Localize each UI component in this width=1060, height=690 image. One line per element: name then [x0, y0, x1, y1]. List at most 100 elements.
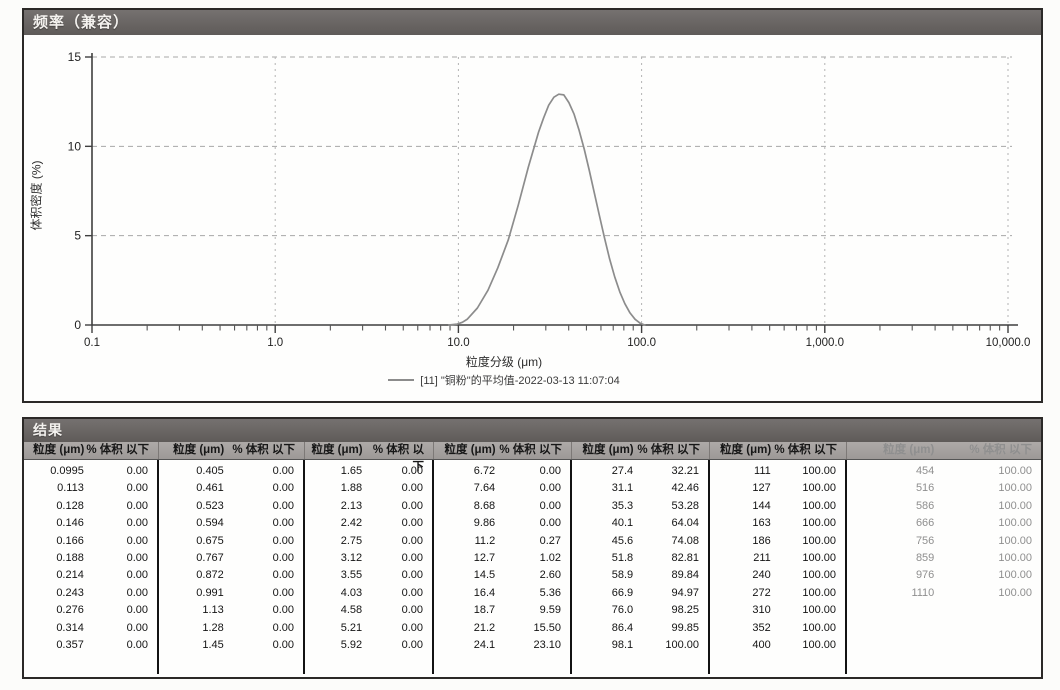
table-row: 66.9 94.97: [572, 585, 708, 602]
size-cell: 1.65: [340, 465, 363, 477]
pct-cell: 0.00: [401, 482, 423, 495]
table-column-group: 0.0995 0.00 0.113 0.00 0.128 0.00 0.146 0.00 0.1…: [24, 460, 159, 674]
size-cell: 0.276: [56, 604, 84, 617]
table-column-group: 0.405 0.00 0.461 0.00 0.523 0.00 0.594 0.00 0.67…: [159, 460, 305, 674]
pct-cell: 100.00: [802, 639, 836, 652]
size-cell: 76.0: [611, 604, 634, 617]
table-row: 3.12 0.00: [305, 550, 432, 567]
column-header-size: 粒度 (μm): [883, 444, 935, 456]
size-cell: 51.8: [611, 552, 634, 565]
results-panel-title: 结果: [24, 419, 1041, 442]
x-axis-title: 粒度分级 (μm): [465, 355, 543, 369]
table-row: 2.42 0.00: [305, 515, 432, 532]
table-row: 0.523 0.00: [159, 498, 303, 515]
pct-cell: 100.00: [802, 517, 836, 530]
pct-cell: 100.00: [802, 621, 836, 634]
table-row: 0.314 0.00: [24, 620, 157, 637]
x-tick-label: 100.0: [627, 337, 656, 349]
table-row: 18.7 9.59: [434, 602, 570, 619]
size-cell: 272: [752, 586, 771, 599]
size-cell: 211: [753, 552, 771, 565]
chart-area: 0 5 10 15 0.1 1.0 10.0 100.0 1,000.0 10,000.0 体积密…: [24, 35, 1041, 401]
pct-cell: 0.00: [401, 639, 423, 652]
pct-cell: 0.00: [126, 482, 148, 495]
table-row: 76.0 98.25: [572, 602, 708, 619]
results-panel: 结果 粒度 (μm)% 体积 以下 粒度 (μm)% 体积 以下 粒度 (μm)% …: [22, 417, 1043, 679]
table-row: 352 100.00: [710, 620, 845, 637]
size-cell: 8.68: [473, 499, 496, 512]
size-cell: 58.9: [611, 569, 634, 582]
table-row: 31.1 42.46: [572, 480, 708, 497]
table-row: 0.166 0.00: [24, 533, 157, 550]
pct-cell: 100.00: [802, 482, 836, 495]
pct-cell: 0.00: [126, 586, 148, 599]
table-row: 111 100.00: [710, 463, 845, 480]
table-row: 0.405 0.00: [159, 463, 303, 480]
table-row: 186 100.00: [710, 533, 845, 550]
pct-cell: 0.00: [272, 482, 294, 495]
size-cell: 2.13: [340, 499, 363, 512]
size-cell: 12.7: [473, 552, 496, 565]
column-header-pct: % 体积 以下: [372, 444, 424, 473]
size-cell: 976: [915, 569, 935, 582]
table-row: 27.4 32.21: [572, 463, 708, 480]
table-row: 0.128 0.00: [24, 498, 157, 515]
x-tick-label: 1,000.0: [806, 337, 844, 349]
size-cell: 0.991: [196, 586, 224, 599]
table-row: 40.1 64.04: [572, 515, 708, 532]
table-column-group: 6.72 0.00 7.64 0.00 8.68 0.00 9.86 0.00 11.2 0.27…: [434, 460, 572, 674]
pct-cell: 0.00: [539, 465, 561, 477]
column-header-size: 粒度 (μm): [173, 444, 225, 456]
pct-cell: 100.00: [998, 517, 1032, 530]
table-row: 756 100.00: [847, 533, 1041, 550]
column-header-size: 粒度 (μm): [582, 444, 634, 456]
pct-cell: 100.00: [665, 639, 699, 652]
table-row: 5.92 0.00: [305, 637, 432, 654]
size-cell: 35.3: [611, 499, 634, 512]
pct-cell: 0.00: [272, 604, 294, 617]
size-cell: 2.75: [340, 534, 363, 547]
table-row: 0.461 0.00: [159, 480, 303, 497]
size-cell: 0.314: [56, 621, 84, 634]
size-cell: 86.4: [611, 621, 634, 634]
size-cell: 0.523: [196, 499, 224, 512]
column-group-header: 粒度 (μm)% 体积 以下: [434, 442, 572, 459]
pct-cell: 100.00: [802, 604, 836, 617]
pct-cell: 100.00: [998, 569, 1032, 582]
size-cell: 14.5: [473, 569, 496, 582]
chart-legend: [11] "铜粉"的平均值-2022-03-13 11:07:04: [24, 372, 984, 388]
size-cell: 0.405: [196, 465, 224, 477]
pct-cell: 0.00: [126, 639, 148, 652]
size-cell: 98.1: [611, 639, 634, 652]
x-tick-label: 0.1: [84, 337, 100, 349]
pct-cell: 0.00: [401, 517, 423, 530]
size-cell: 1.28: [202, 621, 224, 634]
column-header-pct: % 体积 以下: [969, 444, 1032, 456]
size-cell: 4.03: [340, 586, 363, 599]
pct-cell: 0.00: [272, 586, 294, 599]
size-cell: 5.92: [340, 639, 363, 652]
table-row: 11.2 0.27: [434, 533, 570, 550]
column-header-size: 粒度 (μm): [311, 444, 363, 456]
pct-cell: 0.00: [272, 569, 294, 582]
pct-cell: 100.00: [998, 586, 1032, 599]
table-row: 0.675 0.00: [159, 533, 303, 550]
size-cell: 31.1: [611, 482, 634, 495]
size-cell: 144: [752, 499, 771, 512]
pct-cell: 0.00: [401, 534, 423, 547]
size-cell: 4.58: [340, 604, 363, 617]
pct-cell: 0.00: [272, 517, 294, 530]
x-tick-label: 1.0: [267, 337, 283, 349]
column-header-pct: % 体积 以下: [86, 444, 149, 456]
table-row: 7.64 0.00: [434, 480, 570, 497]
y-tick-label: 5: [74, 229, 81, 243]
table-row: 0.188 0.00: [24, 550, 157, 567]
table-row: 1.45 0.00: [159, 637, 303, 654]
table-row: 3.55 0.00: [305, 567, 432, 584]
size-cell: 1.13: [202, 604, 224, 617]
pct-cell: 53.28: [671, 499, 699, 512]
size-cell: 400: [752, 639, 771, 652]
size-cell: 516: [915, 482, 935, 495]
pct-cell: 0.00: [126, 517, 148, 530]
pct-cell: 82.81: [671, 552, 699, 565]
